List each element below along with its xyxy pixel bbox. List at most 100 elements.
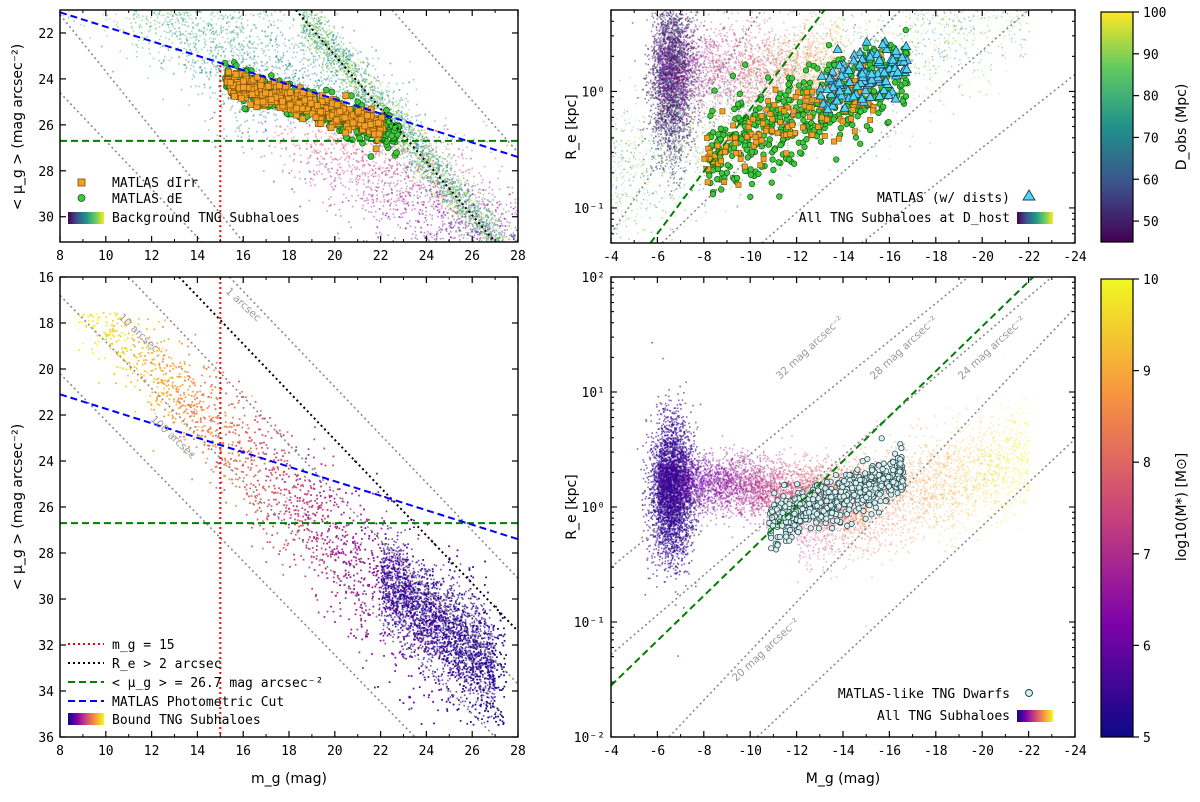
subhalo-point: [248, 65, 251, 67]
subhalo-point: [317, 31, 319, 33]
subhalo-point: [487, 224, 490, 227]
subhalo-point: [184, 30, 187, 33]
subhalo-point: [284, 77, 287, 79]
subhalo-point: [199, 35, 201, 37]
subhalo-point: [230, 39, 233, 41]
subhalo-point: [452, 197, 454, 200]
subhalo-point: [184, 70, 186, 73]
subhalo-point: [371, 168, 373, 171]
subhalo-point: [319, 144, 322, 146]
subhalo-point: [490, 234, 492, 236]
subhalo-point: [345, 54, 347, 56]
subhalo-point: [310, 52, 313, 55]
subhalo-point: [202, 20, 205, 22]
subhalo-point: [511, 186, 514, 189]
subhalo-point: [384, 214, 387, 217]
subhalo-point: [212, 27, 214, 29]
subhalo-point: [260, 61, 263, 63]
subhalo-point: [364, 72, 366, 75]
subhalo-point: [277, 59, 279, 61]
subhalo-point: [281, 60, 283, 63]
subhalo-point: [321, 80, 323, 82]
subhalo-point: [276, 118, 278, 121]
subhalo-point: [374, 87, 376, 89]
subhalo-point: [344, 65, 346, 68]
subhalo-point: [294, 75, 296, 78]
subhalo-point: [427, 180, 430, 182]
subhalo-point: [293, 191, 296, 193]
subhalo-point: [391, 176, 393, 178]
subhalo-point: [420, 231, 422, 234]
subhalo-point: [470, 149, 473, 152]
subhalo-point: [426, 224, 429, 226]
subhalo-point: [401, 115, 403, 118]
subhalo-point: [453, 224, 456, 227]
subhalo-point: [411, 208, 414, 211]
subhalo-point: [330, 135, 332, 138]
subhalo-point: [156, 21, 159, 24]
subhalo-point: [299, 147, 301, 150]
subhalo-point: [314, 184, 316, 186]
subhalo-point: [307, 40, 309, 43]
subhalo-point: [331, 70, 334, 73]
subhalo-point: [298, 46, 300, 49]
subhalo-point: [222, 103, 225, 106]
subhalo-point: [370, 143, 373, 146]
subhalo-point: [394, 185, 396, 187]
subhalo-point: [299, 161, 302, 163]
subhalo-point: [357, 194, 360, 197]
subhalo-point: [273, 66, 275, 69]
subhalo-point: [452, 226, 455, 228]
subhalo-point: [388, 199, 390, 202]
subhalo-point: [481, 200, 484, 202]
subhalo-point: [407, 109, 410, 111]
subhalo-point: [512, 232, 515, 234]
subhalo-point: [455, 229, 457, 232]
subhalo-point: [283, 139, 285, 141]
subhalo-point: [240, 54, 243, 57]
subhalo-point: [267, 49, 270, 51]
subhalo-point: [335, 79, 337, 82]
subhalo-point: [444, 207, 447, 210]
subhalo-point: [412, 185, 415, 187]
subhalo-point: [315, 85, 318, 87]
subhalo-point: [238, 111, 241, 113]
subhalo-point: [222, 46, 225, 49]
subhalo-point: [239, 15, 242, 18]
subhalo-point: [439, 228, 442, 230]
subhalo-point: [264, 35, 267, 38]
subhalo-point: [302, 76, 304, 79]
subhalo-point: [149, 25, 151, 28]
subhalo-point: [338, 176, 340, 179]
subhalo-point: [213, 49, 216, 52]
subhalo-point: [212, 58, 215, 60]
subhalo-point: [409, 161, 411, 163]
subhalo-point: [467, 207, 469, 210]
subhalo-point: [192, 27, 195, 29]
subhalo-point: [332, 140, 335, 142]
subhalo-point: [184, 34, 187, 37]
subhalo-point: [219, 14, 222, 17]
subhalo-point: [462, 210, 465, 212]
subhalo-point: [429, 150, 431, 152]
subhalo-point: [437, 160, 440, 162]
subhalo-point: [482, 189, 485, 192]
subhalo-point: [278, 60, 281, 63]
subhalo-point: [252, 23, 255, 26]
subhalo-point: [468, 206, 470, 208]
subhalo-point: [483, 204, 485, 206]
subhalo-point: [365, 154, 368, 156]
subhalo-point: [435, 169, 437, 172]
subhalo-point: [178, 22, 180, 24]
subhalo-point: [380, 151, 383, 153]
subhalo-point: [162, 44, 165, 47]
subhalo-point: [337, 173, 339, 176]
subhalo-point: [335, 172, 338, 174]
subhalo-point: [417, 129, 420, 132]
subhalo-point: [331, 80, 333, 82]
subhalo-point: [222, 15, 225, 18]
subhalo-point: [313, 20, 315, 23]
subhalo-point: [448, 222, 450, 224]
subhalo-point: [158, 51, 160, 54]
subhalo-point: [399, 116, 402, 119]
